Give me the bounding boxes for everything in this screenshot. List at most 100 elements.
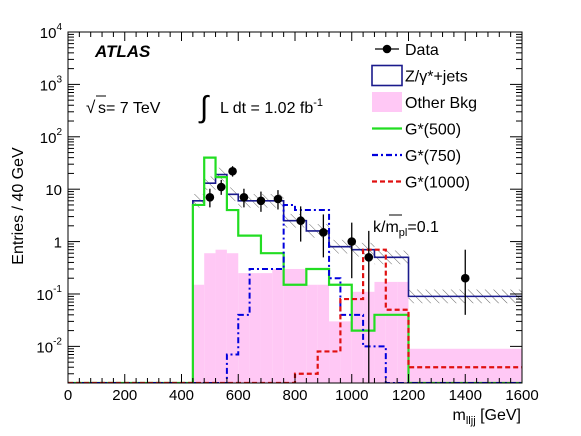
data-marker <box>205 193 215 202</box>
legend-label: G*(500) <box>405 122 461 139</box>
data-marker <box>273 194 283 204</box>
legend-zjets-swatch <box>371 64 403 87</box>
g500-histogram <box>68 156 522 383</box>
data-marker <box>319 228 328 237</box>
coupling-label: k/mpl=0.1 <box>373 214 439 239</box>
data-marker <box>239 193 249 202</box>
data-point <box>319 214 328 258</box>
data-point <box>296 206 305 242</box>
legend-item: G*(1000) <box>372 175 470 192</box>
data-marker <box>296 216 305 226</box>
coupling-prefix: k/ <box>373 219 386 236</box>
y-tick-label: 10 <box>45 182 62 199</box>
y-tick-exponent: 2 <box>56 127 62 138</box>
data-point <box>273 190 283 210</box>
coupling-mass: m <box>385 219 398 236</box>
data-point <box>216 179 226 195</box>
y-tick-exponent: 4 <box>56 22 62 33</box>
data-point <box>256 191 266 212</box>
data-marker <box>460 273 470 283</box>
other-bkg-bin <box>385 281 398 383</box>
data-point <box>347 222 357 279</box>
other-bkg-fill-layer <box>192 249 522 383</box>
other-bkg-bin <box>295 268 307 383</box>
x-tick-label: 1400 <box>449 387 482 404</box>
g1000-histogram <box>68 248 522 383</box>
y-tick-base: 10 <box>36 339 53 356</box>
data-point <box>364 230 374 383</box>
plot-body <box>68 156 522 383</box>
other-bkg-bin <box>317 284 330 383</box>
other-bkg-bin <box>340 321 352 383</box>
other-bkg-bin <box>226 253 239 383</box>
x-tick-label: 600 <box>226 387 251 404</box>
x-axis-label-sub: lljj <box>466 415 476 427</box>
y-tick-base: 1 <box>54 235 62 252</box>
y-tick-exponent: -1 <box>53 284 62 295</box>
data-point <box>205 188 215 208</box>
data-points-layer <box>205 166 470 383</box>
y-tick-base: 10 <box>40 130 57 147</box>
histogram-lines-layer <box>68 156 522 383</box>
other-bkg-bin <box>351 291 364 383</box>
coupling-subscript: pl <box>399 227 408 239</box>
x-tick-label: 200 <box>112 387 137 404</box>
energy-label: √ s= 7 TeV <box>86 95 161 117</box>
legend-label: G*(1000) <box>405 175 470 192</box>
x-tick-label: 1200 <box>392 387 425 404</box>
y-tick-base: 10 <box>45 182 62 199</box>
legend-item: Data <box>375 42 439 59</box>
coupling-text: k/mpl=0.1 <box>373 219 439 239</box>
legend: Data Z/γ*+jets Other Bkg G*(500) G*(750) G*(1… <box>371 42 477 192</box>
x-tick-label: 800 <box>282 387 307 404</box>
data-point <box>460 249 470 315</box>
atlas-label: ATLAS <box>94 42 151 61</box>
x-tick-label: 1600 <box>505 387 538 404</box>
y-tick-base: 10 <box>40 25 57 42</box>
data-marker <box>347 237 357 246</box>
legend-item: Z/γ*+jets <box>371 64 468 87</box>
legend-label: G*(750) <box>405 148 461 165</box>
x-tick-label: 0 <box>64 387 72 404</box>
y-tick-exponent: -2 <box>53 336 62 347</box>
other-bkg-bin <box>283 268 295 383</box>
y-tick-label: 103 <box>40 74 63 94</box>
y-tick-label: 104 <box>40 22 63 42</box>
other-bkg-bin <box>204 253 216 383</box>
data-point <box>228 166 237 177</box>
other-bkg-bin <box>306 284 318 383</box>
other-bkg-bin <box>272 268 284 383</box>
y-tick-base: 10 <box>36 287 53 304</box>
other-bkg-bin <box>249 273 261 383</box>
other-bkg-bin <box>374 281 386 383</box>
y-axis-label: Entries / 40 GeV <box>10 147 27 265</box>
legend-data-marker <box>382 44 392 54</box>
data-marker <box>228 166 237 176</box>
legend-label: Z/γ*+jets <box>405 69 468 86</box>
data-point <box>239 188 249 208</box>
luminosity-label: ∫ L dt = 1.02 fb-1 <box>198 91 323 124</box>
y-tick-label: 10-2 <box>36 336 62 356</box>
other-bkg-bin <box>238 273 250 383</box>
g750-histogram <box>68 203 522 383</box>
x-axis-label: mlljj [GeV] <box>453 407 521 427</box>
luminosity-exponent: -1 <box>313 97 323 109</box>
x-axis-label-main: m <box>453 407 466 424</box>
energy-text: s= 7 TeV <box>98 100 161 117</box>
legend-otherbkg-swatch <box>372 92 402 112</box>
legend-label: Other Bkg <box>405 95 477 112</box>
integral-symbol: ∫ <box>198 91 210 124</box>
other-bkg-bin <box>260 273 273 383</box>
luminosity-value: L dt = 1.02 fb <box>220 100 313 117</box>
legend-item: Other Bkg <box>372 92 477 112</box>
luminosity-text: L dt = 1.02 fb-1 <box>220 97 323 117</box>
zjets-histogram <box>68 173 522 383</box>
data-marker <box>256 196 266 206</box>
y-tick-base: 10 <box>40 77 57 94</box>
legend-item: G*(500) <box>372 122 461 139</box>
other-bkg-bin <box>215 249 227 383</box>
y-tick-label: 1 <box>54 235 62 252</box>
y-tick-exponent: 3 <box>56 74 62 85</box>
